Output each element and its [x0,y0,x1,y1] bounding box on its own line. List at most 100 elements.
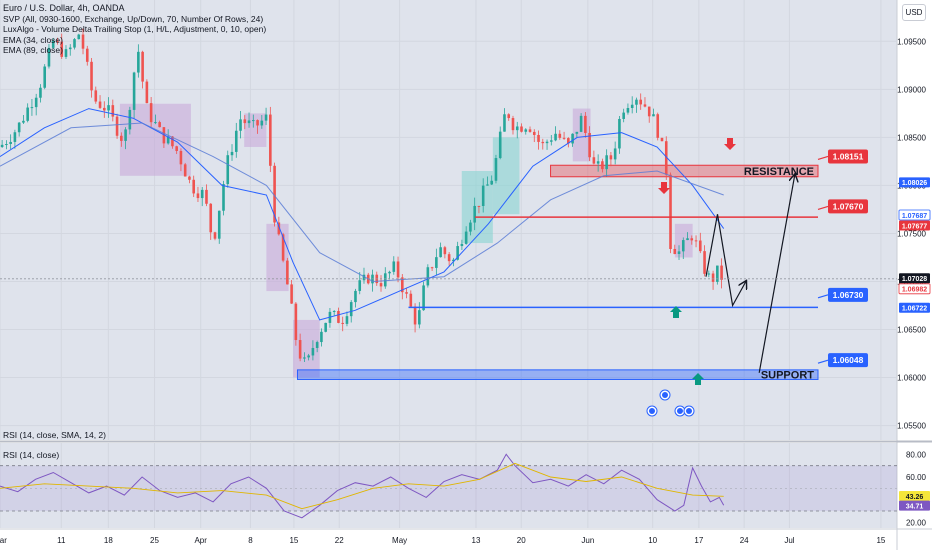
candle-body-20 [85,48,89,62]
price-badge-1 [898,209,931,221]
time-tick-7: 22 [335,536,344,545]
time-tick-14: 24 [740,536,749,545]
rsi-line [0,453,725,519]
mid-resistance-level-value: 1.07670 [833,201,864,211]
candle-body-168 [716,265,719,282]
price-tick-1: 1.06000 [897,374,926,383]
candle-body-43 [183,164,187,177]
price-tick-0: 1.05500 [897,422,926,431]
candle-body-14 [60,41,64,57]
candle-body-149 [635,99,638,105]
legend-indicator-ema89[interactable]: EMA (89, close) [3,45,63,55]
candle-body-11 [47,47,51,67]
candle-body-169 [720,265,723,280]
rsi-plot [0,453,897,519]
candle-body-71 [303,357,306,359]
candle-body-126 [537,134,540,142]
legend-indicator-luxalgo[interactable]: LuxAlgo - Volume Delta Trailing Stop (1,… [3,24,267,34]
price-badge-text-2: 1.07677 [902,223,927,230]
support-level-connector [817,359,829,364]
candle-body-147 [626,108,630,113]
event-us-icon-2-dot [677,408,683,414]
candle-body-25 [107,105,110,111]
projection-arrows [705,175,795,373]
candle-body-152 [647,106,651,117]
candle-body-121 [515,126,519,131]
projection-long-path [758,175,795,373]
time-tick-10: 20 [517,536,526,545]
event-us-icon-2[interactable] [674,405,686,417]
legend-indicator-ema34[interactable]: EMA (34, close) [3,34,63,45]
candle-body-69 [294,303,298,341]
rsi-legend-title[interactable]: RSI (14, close, SMA, 14, 2) [3,430,106,440]
ema-lines [0,108,725,321]
candle-body-45 [192,179,196,194]
price-tick-6: 1.08500 [897,133,926,142]
candle-body-108 [460,243,464,247]
resistance-level-value: 1.08151 [833,151,864,161]
buy-arrow-up-icon-1 [670,306,682,318]
candle-body-1 [5,144,8,146]
candle-body-51 [217,210,221,239]
candle-body-84 [358,280,362,291]
candle-body-65 [277,222,281,235]
candle-body-75 [320,331,323,343]
candle-body-80 [341,322,345,324]
candle-body-66 [281,234,285,261]
candle-body-135 [575,131,579,134]
event-eu-icon[interactable] [683,405,695,417]
candle-body-10 [43,66,47,88]
event-lightning-icon[interactable] [646,405,658,417]
price-badge-text-4: 1.06982 [902,287,927,294]
rsi-badge-text-1: 34.71 [906,503,924,510]
candle-body-15 [64,49,68,57]
legend-indicator-svp[interactable]: SVP (All, 0930-1600, Exchange, Up/Down, … [3,13,264,24]
candle-body-60 [256,120,259,126]
candle-body-79 [337,310,340,323]
candle-body-107 [456,246,459,260]
time-tick-13: 17 [694,536,703,545]
candle-body-118 [503,114,506,132]
economic-event-icons[interactable] [646,389,695,417]
candle-body-122 [520,126,523,132]
candle-body-24 [103,107,106,111]
candle-body-55 [234,130,238,152]
support-level-badge [828,353,868,368]
time-tick-16: 15 [876,536,885,545]
mid-support-level-value: 1.06730 [833,290,864,300]
candle-body-28 [120,135,123,141]
event-us-icon-1[interactable] [659,389,671,401]
candle-body-142 [605,155,608,170]
candle-body-124 [528,129,532,132]
candle-body-101 [430,267,434,269]
candle-body-49 [209,203,213,233]
price-badge-2 [899,220,930,231]
currency-button[interactable]: USD [902,4,926,21]
candle-body-5 [22,120,25,123]
price-badges: 1.08026 1.07687 1.07677 1.07028 1.06982 1.067… [0,177,931,511]
price-badge-text-0: 1.08026 [902,180,927,187]
candle-body-13 [56,40,59,42]
candle-body-3 [13,132,17,142]
candle-body-129 [550,140,553,142]
candle-body-166 [707,273,711,275]
resistance-level-badge [828,149,868,164]
volume-zone-3 [293,319,320,378]
candle-body-160 [681,240,685,252]
candle-body-163 [694,240,698,242]
legend-title[interactable]: Euro / U.S. Dollar, 4h, OANDA [3,3,125,13]
candle-body-34 [145,81,149,104]
event-lightning-icon-dot [649,408,655,414]
time-tick-8: May [392,536,407,545]
rsi-legend-sub[interactable]: RSI (14, close) [3,450,60,460]
price-tick-8: 1.09500 [897,37,926,46]
candle-body-106 [452,259,455,262]
candle-body-145 [618,118,621,149]
candle-body-162 [690,238,694,241]
candle-body-48 [205,189,208,204]
candle-body-29 [124,129,127,141]
price-badge-3 [899,273,930,284]
candle-body-116 [494,158,498,181]
